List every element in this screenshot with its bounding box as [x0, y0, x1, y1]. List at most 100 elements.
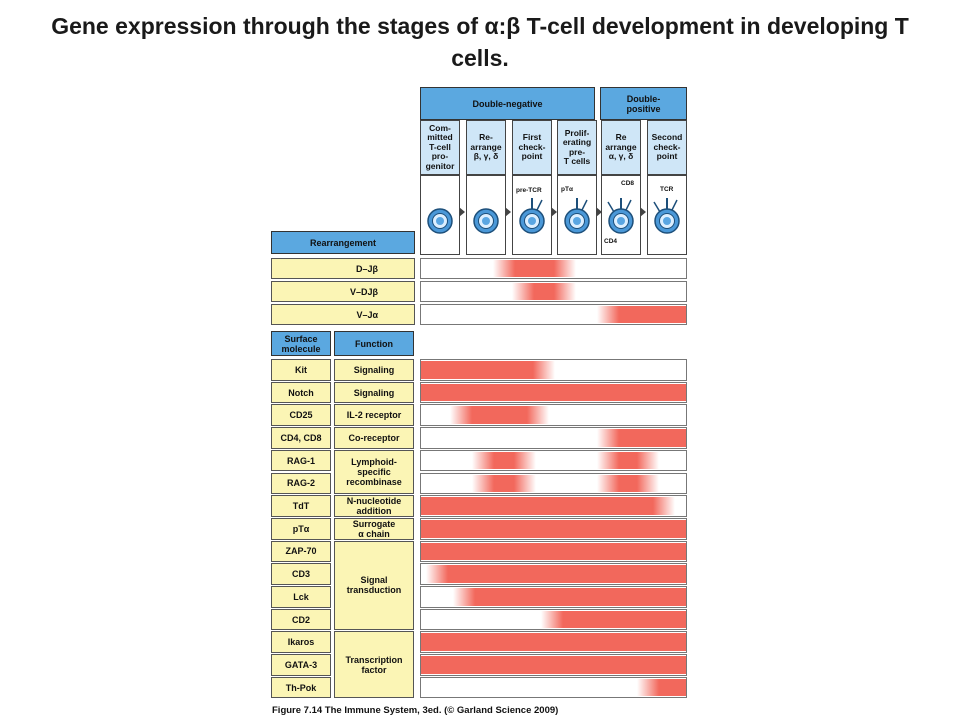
cell-panel — [557, 175, 597, 255]
stage-header: Com- mitted T-cell pro- genitor — [420, 120, 460, 175]
expression-track — [420, 449, 687, 472]
function-label: Signaling — [334, 381, 414, 404]
function-label: Signal transduction — [334, 540, 414, 631]
function-label: N-nucleotide addition — [334, 495, 414, 517]
double-positive-header: Double- positive — [600, 87, 687, 120]
expression-track — [420, 472, 687, 495]
cd8-label: CD8 — [621, 180, 635, 187]
expression-track — [420, 517, 687, 540]
expression-track — [420, 381, 687, 404]
expression-bar — [637, 678, 686, 697]
expression-bar — [421, 633, 686, 652]
expression-bar — [421, 519, 686, 538]
function-label: Surrogate α chain — [334, 517, 414, 540]
tcr-label: TCR — [660, 186, 674, 193]
expression-bar — [421, 361, 555, 379]
rearrangement-label: D–Jβ — [271, 258, 415, 279]
surface-molecule-label: CD25 — [271, 404, 331, 427]
chevron-right-icon — [596, 207, 602, 217]
rearrangement-label: V–Jα — [271, 304, 415, 325]
pre-tcr-label: pre-TCR — [516, 187, 542, 194]
expression-track — [420, 359, 687, 381]
expression-track — [420, 676, 687, 699]
expression-track — [420, 258, 687, 279]
cell-icon — [607, 198, 634, 234]
chevron-right-icon — [459, 207, 465, 217]
pt-alpha-label: pTα — [561, 186, 573, 193]
cell-icon — [473, 208, 499, 234]
expression-bar — [511, 283, 576, 300]
stage-header: Prolif- erating pre- T cells — [557, 120, 597, 175]
rearrangement-header: Rearrangement — [271, 231, 415, 254]
surface-molecule-label: RAG-2 — [271, 472, 331, 495]
cell-panel — [647, 175, 687, 255]
surface-molecule-label: TdT — [271, 495, 331, 517]
expression-track — [420, 631, 687, 654]
expression-track — [420, 404, 687, 427]
expression-track — [420, 608, 687, 631]
expression-track — [420, 586, 687, 608]
surface-molecule-header: Surface molecule — [271, 331, 331, 356]
cell-panel — [466, 175, 506, 255]
surface-molecule-label: CD3 — [271, 563, 331, 585]
slide-title: Gene expression through the stages of α:… — [51, 13, 909, 71]
expression-bar — [453, 588, 686, 606]
cd4-label: CD4 — [604, 238, 618, 245]
chevron-right-icon — [640, 207, 646, 217]
surface-molecule-label: Notch — [271, 381, 331, 404]
cell-panel — [601, 175, 641, 255]
stage-header: Re- arrange β, γ, δ — [466, 120, 506, 175]
surface-molecule-label: Ikaros — [271, 631, 331, 654]
function-label: Lymphoid- specific recombinase — [334, 449, 414, 495]
expression-bar — [597, 451, 659, 470]
expression-bar — [471, 474, 536, 493]
expression-bar — [421, 656, 686, 674]
expression-track — [420, 540, 687, 563]
chevron-right-icon — [551, 207, 557, 217]
cell-icon — [653, 198, 680, 234]
rearrangement-label: V–DJβ — [271, 281, 415, 302]
expression-track — [420, 495, 687, 517]
cell-panel — [512, 175, 552, 255]
surface-molecule-label: ZAP-70 — [271, 540, 331, 563]
expression-track — [420, 563, 687, 585]
expression-track — [420, 281, 687, 302]
expression-bar — [450, 406, 550, 425]
stage-header: First check- point — [512, 120, 552, 175]
expression-bar — [471, 451, 536, 470]
expression-bar — [541, 610, 686, 629]
expression-track — [420, 427, 687, 449]
surface-molecule-label: Th-Pok — [271, 676, 331, 699]
surface-molecule-label: pTα — [271, 517, 331, 540]
function-label: IL-2 receptor — [334, 404, 414, 427]
expression-bar — [597, 474, 659, 493]
double-negative-header: Double-negative — [420, 87, 595, 120]
surface-molecule-label: Lck — [271, 586, 331, 608]
expression-bar — [493, 260, 576, 277]
expression-track — [420, 304, 687, 325]
expression-bar — [597, 306, 686, 323]
function-label: Transcription factor — [334, 631, 414, 699]
expression-bar — [421, 497, 675, 515]
function-header: Function — [334, 331, 414, 356]
cell-panel — [420, 175, 460, 255]
surface-molecule-label: CD2 — [271, 608, 331, 631]
surface-molecule-label: Kit — [271, 359, 331, 381]
expression-bar — [421, 542, 686, 561]
surface-molecule-label: GATA-3 — [271, 654, 331, 676]
expression-bar — [597, 429, 686, 447]
expression-bar — [426, 565, 686, 583]
cell-icon — [427, 208, 453, 234]
stage-header: Second check- point — [647, 120, 687, 175]
stage-header: Re arrange α, γ, δ — [601, 120, 641, 175]
expression-bar — [421, 383, 686, 402]
cell-icon — [564, 198, 590, 234]
cell-icon — [519, 198, 545, 234]
surface-molecule-label: CD4, CD8 — [271, 427, 331, 449]
surface-molecule-label: RAG-1 — [271, 449, 331, 472]
function-label: Signaling — [334, 359, 414, 381]
function-label: Co-receptor — [334, 427, 414, 449]
expression-track — [420, 654, 687, 676]
figure-caption: Figure 7.14 The Immune System, 3ed. (© G… — [272, 705, 559, 716]
chevron-right-icon — [505, 207, 511, 217]
